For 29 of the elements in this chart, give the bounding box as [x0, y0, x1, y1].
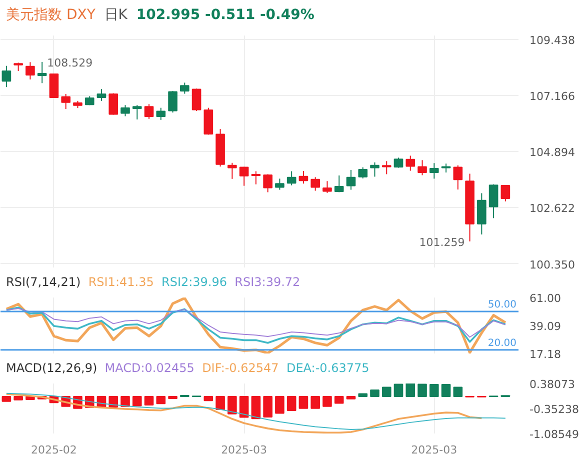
- annotation: 108.529: [47, 56, 93, 70]
- y-tick-label: 102.622: [530, 202, 575, 216]
- series-label: MACD:0.02455: [104, 361, 194, 375]
- chart-subtitle: 日K: [104, 7, 128, 23]
- series-label: RSI1:41.35: [88, 275, 154, 289]
- y-tick-label: 100.350: [530, 258, 575, 272]
- text: DIF:-0.62547: [202, 361, 279, 375]
- y-tick-label: 61.00: [530, 292, 561, 305]
- text: RSI3:39.72: [234, 275, 300, 289]
- y-tick-label: -1.08549: [530, 428, 579, 441]
- chart-title: 美元指数 DXY: [6, 7, 96, 23]
- text: RSI2:39.96: [161, 275, 228, 289]
- y-tick-label: 107.166: [530, 90, 575, 104]
- y-tick-label: 109.438: [530, 34, 575, 47]
- annotation: 101.259: [419, 236, 465, 249]
- ref-line-label: 20.00: [488, 338, 517, 349]
- chart-title: MACD(12,26,9): [6, 361, 98, 375]
- ref-line-label: 50.00: [488, 300, 517, 311]
- x-tick-label: 2025-03: [221, 444, 268, 456]
- chart-title: RSI(7,14,21): [6, 275, 81, 289]
- text: DEA:-0.63775: [286, 361, 370, 375]
- x-tick-label: 2025-02: [30, 444, 77, 456]
- y-tick-label: 39.09: [530, 320, 561, 333]
- y-tick-label: 104.894: [530, 146, 575, 160]
- y-tick-label: 17.18: [530, 348, 561, 361]
- text: 102.995 -0.511 -0.49%: [136, 7, 314, 23]
- y-tick-label: 0.38073: [530, 378, 575, 391]
- y-tick-label: -0.35238: [530, 403, 579, 416]
- x-tick-label: 2025-03: [411, 444, 458, 456]
